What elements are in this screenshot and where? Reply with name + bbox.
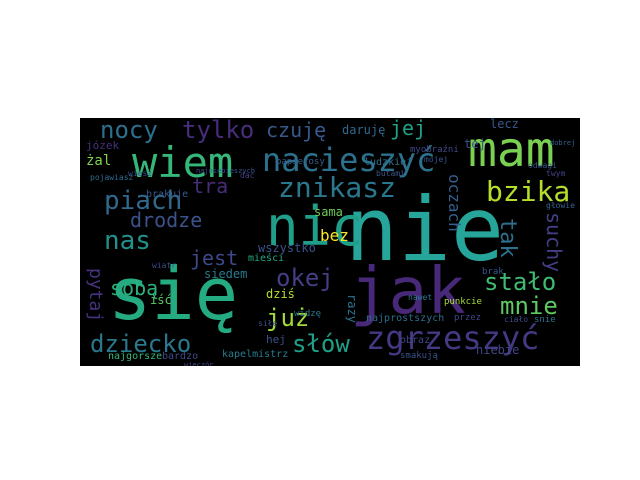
word: nie: [345, 178, 504, 281]
word: kapelmistrz: [222, 349, 289, 360]
word: mnie: [500, 292, 558, 320]
word: nawet: [408, 293, 433, 302]
word: jej: [390, 118, 427, 140]
word: żal: [86, 153, 112, 169]
word: nic: [266, 195, 364, 258]
word: mam: [468, 122, 555, 178]
word: suchy: [542, 212, 566, 273]
word: najprostszych: [366, 313, 445, 324]
word: jest: [190, 246, 239, 270]
word-cloud: nie nic się jak mam wiem nacieszyć zgrze…: [80, 118, 580, 366]
word: mojej: [424, 155, 449, 164]
word: iść: [150, 293, 172, 307]
word: pojawiasz: [90, 173, 134, 182]
word: się: [108, 252, 239, 336]
word: smakują: [400, 351, 438, 361]
word: znikasz: [278, 171, 397, 204]
word: nocy: [100, 118, 158, 144]
word: zgrzeszyć: [366, 319, 540, 357]
word: dobrej: [550, 139, 576, 147]
word: stało: [484, 268, 557, 296]
word: widzę: [294, 309, 322, 319]
word: już: [266, 304, 310, 332]
word: wiesz: [128, 169, 153, 178]
word: tylko: [182, 118, 255, 144]
word: przez: [454, 313, 482, 323]
word: nas: [104, 226, 151, 256]
word: piach: [104, 186, 183, 216]
word: tra: [192, 174, 229, 198]
word: dziecko: [90, 330, 192, 358]
word: siłę: [258, 319, 278, 328]
word: bardzo: [162, 351, 199, 362]
word: brak: [482, 267, 504, 277]
word: mieści: [248, 253, 285, 264]
word: nacieszyć: [262, 141, 436, 179]
word: sobą: [110, 276, 159, 300]
word: niebie: [476, 343, 520, 357]
word: razy: [345, 294, 359, 323]
word: okej: [276, 264, 334, 292]
word: obraz: [400, 335, 431, 346]
word: odwagi: [528, 161, 557, 170]
word: ciało: [504, 315, 529, 324]
word: wiem: [132, 138, 234, 187]
word: wszystko: [258, 241, 316, 255]
word: bzika: [486, 175, 571, 208]
word: najniebieszych: [196, 167, 256, 175]
word: ludzkiej: [364, 157, 413, 168]
word: bez: [320, 226, 349, 245]
word: czuję: [266, 118, 327, 142]
word: snie: [534, 315, 556, 325]
word: dać: [240, 171, 255, 180]
word: wieczór: [184, 361, 214, 367]
word: dziś: [266, 287, 295, 301]
word: głowie: [546, 201, 575, 210]
word: oczach: [445, 174, 464, 232]
word: pytaj: [85, 268, 106, 323]
word: brakuje: [146, 189, 189, 200]
word: butami: [376, 169, 405, 178]
word: wiatr: [152, 261, 177, 270]
word: słów: [292, 330, 350, 358]
word: drodze: [130, 208, 203, 232]
word: daruję: [342, 123, 386, 137]
word: twym: [546, 169, 566, 178]
word: najgorsze: [108, 351, 163, 362]
word: punkcie: [444, 297, 482, 307]
word: lecz: [490, 118, 519, 131]
word: jak: [350, 255, 466, 329]
word: sama: [314, 205, 343, 219]
word: józek: [86, 139, 120, 152]
word: papierosy: [276, 157, 325, 167]
word: siedem: [204, 267, 248, 281]
word: tak: [495, 218, 520, 258]
word: tej: [464, 137, 486, 151]
word: myobraźni: [410, 145, 459, 155]
word: hej: [266, 333, 286, 346]
